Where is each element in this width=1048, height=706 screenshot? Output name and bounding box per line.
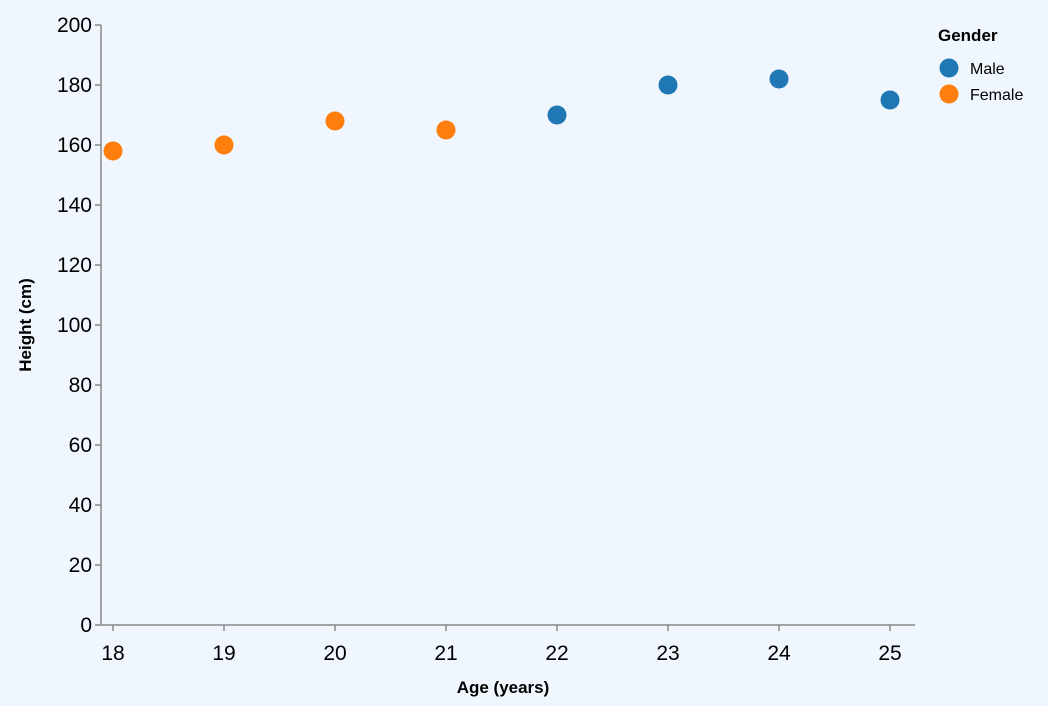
legend-title: Gender <box>938 26 998 45</box>
legend-label-male: Male <box>970 61 1005 78</box>
x-tick-label: 25 <box>878 642 901 665</box>
legend-symbol-female <box>939 84 959 104</box>
y-tick-label: 60 <box>69 434 92 457</box>
x-tick-label: 24 <box>767 642 791 665</box>
y-tick-label: 180 <box>57 74 92 97</box>
y-axis-title: Height (cm) <box>16 278 35 372</box>
legend-label-female: Female <box>970 87 1023 104</box>
x-tick-label: 19 <box>212 642 235 665</box>
data-point-male <box>658 75 678 95</box>
y-tick-label: 120 <box>57 254 92 277</box>
x-tick-label: 21 <box>434 642 457 665</box>
data-point-male <box>769 69 789 89</box>
y-tick-label: 100 <box>57 314 92 337</box>
x-axis-title: Age (years) <box>457 678 550 697</box>
data-point-female <box>103 141 123 161</box>
y-tick-label: 20 <box>69 554 92 577</box>
x-tick-label: 23 <box>656 642 679 665</box>
y-axis: 0 20 40 60 80 100 120 140 160 180 200 <box>57 14 102 637</box>
y-tick-label: 80 <box>69 374 92 397</box>
legend: Gender Male Female <box>938 26 1023 104</box>
y-tick-label: 0 <box>80 614 92 637</box>
y-tick-label: 160 <box>57 134 92 157</box>
data-point-female <box>436 120 456 140</box>
y-tick-label: 140 <box>57 194 92 217</box>
data-point-female <box>325 111 345 131</box>
x-tick-label: 18 <box>101 642 124 665</box>
data-point-male <box>880 90 900 110</box>
legend-symbol-male <box>939 58 959 78</box>
x-tick-label: 22 <box>545 642 568 665</box>
x-tick-label: 20 <box>323 642 346 665</box>
data-points <box>103 69 900 161</box>
data-point-male <box>547 105 567 125</box>
y-tick-label: 40 <box>69 494 92 517</box>
data-point-female <box>214 135 234 155</box>
y-tick-label: 200 <box>57 14 92 37</box>
x-axis: 18 19 20 21 22 23 24 25 <box>101 624 915 665</box>
